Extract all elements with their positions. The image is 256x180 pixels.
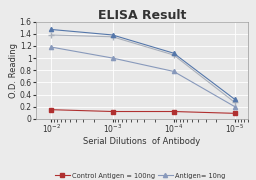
Antigen= 100ng: [172, 52, 175, 54]
Antigen= 10ng: [233, 105, 236, 108]
Control Antigen = 100ng: [172, 110, 175, 113]
Line: Antigen= 50ng: Antigen= 50ng: [49, 32, 238, 105]
Control Antigen = 100ng: [50, 109, 53, 111]
Legend: Control Antigen = 100ng, Antigen= 50ng, Antigen= 10ng, Antigen= 100ng: Control Antigen = 100ng, Antigen= 50ng, …: [55, 173, 229, 180]
Antigen= 10ng: [50, 46, 53, 48]
Line: Antigen= 10ng: Antigen= 10ng: [49, 45, 237, 109]
Antigen= 50ng: [111, 36, 114, 38]
Y-axis label: O.D. Reading: O.D. Reading: [9, 43, 18, 98]
Antigen= 50ng: [172, 54, 175, 56]
Antigen= 50ng: [233, 101, 236, 103]
Antigen= 100ng: [233, 98, 236, 100]
Antigen= 50ng: [50, 34, 53, 36]
Control Antigen = 100ng: [111, 110, 114, 113]
Control Antigen = 100ng: [233, 112, 236, 114]
Title: ELISA Result: ELISA Result: [98, 9, 186, 22]
Line: Control Antigen = 100ng: Control Antigen = 100ng: [49, 108, 237, 115]
Antigen= 100ng: [111, 34, 114, 36]
Antigen= 10ng: [172, 70, 175, 73]
Antigen= 100ng: [50, 28, 53, 31]
X-axis label: Serial Dilutions  of Antibody: Serial Dilutions of Antibody: [83, 137, 201, 146]
Antigen= 10ng: [111, 57, 114, 59]
Line: Antigen= 100ng: Antigen= 100ng: [49, 27, 237, 102]
